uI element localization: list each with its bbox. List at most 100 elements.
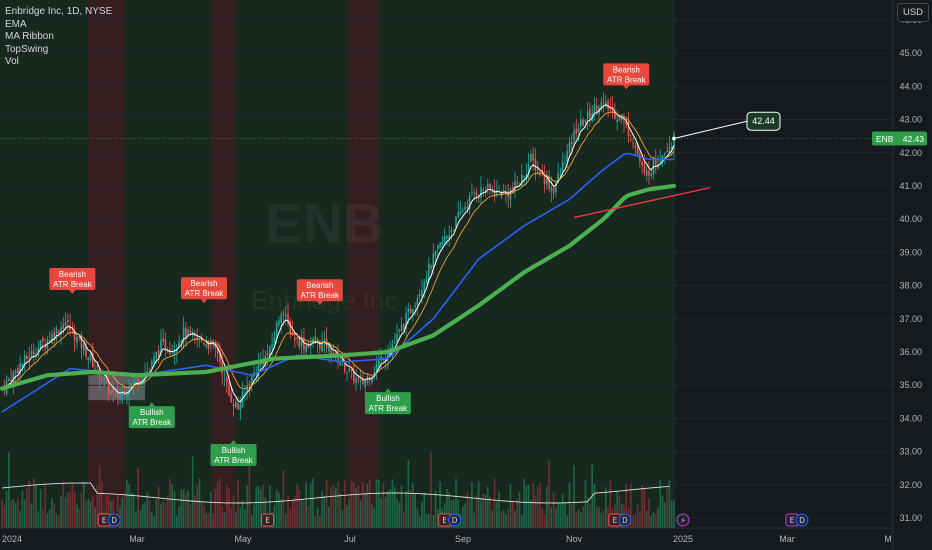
candle-body <box>521 174 523 186</box>
volume-bar <box>39 489 42 528</box>
volume-bar <box>353 482 355 528</box>
volume-bar <box>146 492 149 528</box>
candle-body <box>250 375 253 384</box>
candle-body <box>244 390 246 391</box>
event-marker-label: E <box>613 516 618 525</box>
volume-bar <box>264 497 267 528</box>
event-marker-dividend-icon <box>448 513 462 527</box>
candle-body <box>271 343 273 348</box>
volume-bar <box>362 482 364 528</box>
price-tag-value: 42.43 <box>903 134 925 144</box>
volume-bar <box>654 514 657 528</box>
volume-bar <box>85 500 87 528</box>
volume-bar <box>550 507 553 528</box>
candle-body <box>464 206 466 210</box>
volume-bar <box>625 484 628 528</box>
indicator-ma-ribbon[interactable]: MA Ribbon <box>5 31 54 43</box>
candle-body <box>452 229 455 232</box>
candle-body <box>468 195 471 210</box>
x-tick-label: Jul <box>344 534 356 544</box>
volume-bar <box>135 511 137 528</box>
candle-body <box>364 380 366 388</box>
volume-bar <box>273 505 276 528</box>
candle-body <box>44 344 46 346</box>
candle-body <box>82 344 85 351</box>
tag-line-2: ATR Break <box>133 418 173 427</box>
candle-body <box>171 351 174 353</box>
volume-bar <box>157 486 160 528</box>
candle-body <box>48 340 51 342</box>
candle-body <box>623 121 625 122</box>
candle-body <box>196 337 199 339</box>
volume-bar <box>23 499 26 528</box>
volume-bar <box>350 481 353 528</box>
indicator-vol[interactable]: Vol <box>5 56 19 68</box>
candle-body <box>10 379 12 382</box>
currency-button[interactable]: USD <box>897 3 929 22</box>
volume-bar <box>130 492 133 528</box>
indicator-ema[interactable]: EMA <box>5 18 27 30</box>
candle-body <box>600 102 603 110</box>
candle-body <box>527 164 530 174</box>
volume-bar <box>205 513 208 528</box>
candle-body <box>396 333 398 342</box>
volume-bar <box>32 477 35 528</box>
tag-line-1: Bearish <box>613 65 640 74</box>
volume-bar <box>557 503 559 528</box>
volume-bar <box>19 510 21 528</box>
candle-body <box>353 370 355 382</box>
volume-bar <box>455 478 457 528</box>
y-tick-label: 42.00 <box>899 148 922 158</box>
volume-bar <box>605 487 607 528</box>
candle-body <box>17 367 19 374</box>
candle-body <box>605 101 607 106</box>
volume-bar <box>511 501 514 528</box>
y-tick-label: 37.00 <box>899 314 922 324</box>
candle-body <box>60 327 62 335</box>
candle-body <box>446 235 448 239</box>
candle-body <box>121 391 124 397</box>
candle-body <box>457 212 460 218</box>
candle-body <box>432 254 435 267</box>
event-marker-label: D <box>799 516 805 525</box>
candle-body <box>219 351 221 362</box>
candle-body <box>384 357 387 363</box>
volume-bar <box>462 506 464 528</box>
volume-bar <box>253 504 255 528</box>
symbol-title[interactable]: Enbridge Inc, 1D, NYSE <box>5 6 113 17</box>
volume-bar <box>171 484 174 528</box>
volume-bar <box>280 499 283 528</box>
candle-body <box>673 133 675 150</box>
candle-body <box>482 189 485 191</box>
event-marker-label: E <box>790 516 795 525</box>
candle-body <box>362 378 364 385</box>
volume-bar <box>196 484 199 528</box>
candle-body <box>625 122 628 125</box>
volume-bar <box>577 509 580 528</box>
volume-bar <box>373 508 376 528</box>
candle-body <box>282 312 285 315</box>
volume-bar <box>21 490 24 528</box>
volume-bar <box>414 493 416 528</box>
volume-bar <box>586 496 589 528</box>
volume-bar <box>57 514 60 528</box>
candle-body <box>536 168 539 170</box>
volume-bar <box>237 479 239 528</box>
volume-bar <box>80 493 83 528</box>
volume-bar <box>228 488 230 528</box>
candle-body <box>584 120 587 123</box>
volume-bar <box>396 498 398 528</box>
candle-body <box>570 142 573 145</box>
tag-pointer <box>148 402 155 407</box>
candle-body <box>273 337 276 343</box>
watermark-symbol: ENB <box>265 191 383 254</box>
volume-bar <box>232 494 235 528</box>
indicator-topswing[interactable]: TopSwing <box>5 43 49 55</box>
volume-bar <box>187 490 189 528</box>
tag-box <box>181 277 228 300</box>
